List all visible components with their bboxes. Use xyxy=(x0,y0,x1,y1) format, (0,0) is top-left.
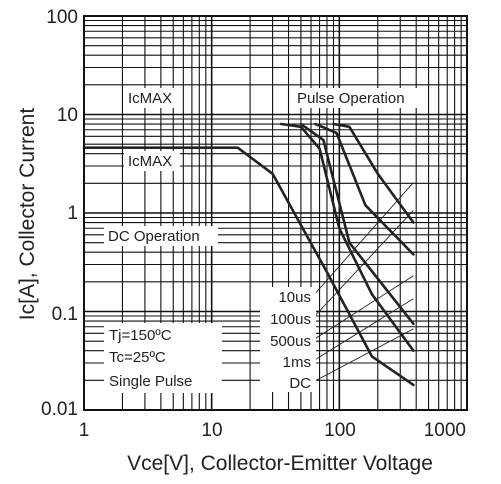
y-tick-label: 0.1 xyxy=(52,304,78,325)
icmax-dc-label: IcMAX xyxy=(128,153,172,170)
icmax-pulse-label: IcMAX xyxy=(128,90,172,107)
x-tick-label: 100 xyxy=(324,420,356,441)
pulse-operation-label-bg xyxy=(293,88,424,108)
legend-500us: 500us xyxy=(270,333,311,350)
y-tick-label: 100 xyxy=(46,7,78,28)
plot-frame xyxy=(83,15,468,411)
legend-box xyxy=(260,287,316,392)
leader-line-3 xyxy=(312,298,414,362)
series-lines xyxy=(82,122,415,387)
pulse-operation-label: Pulse Operation xyxy=(297,90,405,107)
grid xyxy=(83,16,467,411)
x-tick-label: 10 xyxy=(201,420,222,441)
legend-dc: DC xyxy=(289,375,311,392)
legend-100us: 100us xyxy=(270,311,311,328)
y-axis-title: Ic[A], Collector Current xyxy=(16,108,39,321)
x-tick-label: 1 xyxy=(79,420,90,441)
dc-operation-label: DC Operation xyxy=(108,228,200,245)
series-line-3 xyxy=(279,122,415,352)
leader-line-4 xyxy=(312,328,414,383)
y-tick-label: 10 xyxy=(57,105,78,126)
legend-1ms: 1ms xyxy=(283,354,311,371)
series-line-4 xyxy=(82,146,415,387)
series-line-2 xyxy=(299,122,415,326)
y-tick-label: 1 xyxy=(67,203,78,224)
x-axis-title: Vce[V], Collector-Emitter Voltage xyxy=(127,452,433,475)
icmax-pulse-label-bg xyxy=(124,88,180,108)
series-line-1 xyxy=(314,122,415,256)
leader-line-2 xyxy=(312,275,414,341)
x-tick-label: 1000 xyxy=(424,420,466,441)
y-tick-label: 0.01 xyxy=(41,399,78,420)
dc-operation-label-bg xyxy=(104,226,218,246)
leader-line-1 xyxy=(312,210,414,319)
single-pulse-label: Single Pulse xyxy=(109,373,192,390)
tc-condition: Tc=25ºC xyxy=(109,349,166,366)
tj-condition: Tj=150ºC xyxy=(109,327,172,344)
conditions-box xyxy=(104,323,222,393)
legend-10us: 10us xyxy=(278,289,311,306)
series-line-0 xyxy=(332,122,415,224)
icmax-dc-label-bg xyxy=(124,151,180,171)
